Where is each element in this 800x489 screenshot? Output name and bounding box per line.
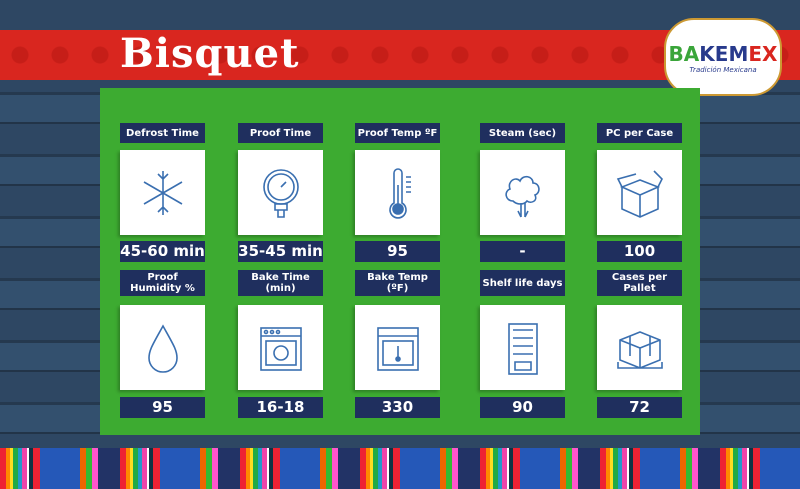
thermometer-icon (388, 167, 411, 219)
spec-label: Steam (sec) (480, 123, 565, 143)
serape-border (0, 448, 800, 489)
spec-value: 95 (355, 241, 440, 262)
spec-icon-box (597, 150, 682, 235)
spec-value: 100 (597, 241, 682, 262)
logo-tagline: Tradición Mexicana (689, 66, 757, 74)
pressure-gauge-icon (262, 168, 299, 218)
spec-label: Defrost Time (120, 123, 205, 143)
spec-value: 95 (120, 397, 205, 418)
spec-label: PC per Case (597, 123, 682, 143)
spec-label: Bake Time (min) (238, 270, 323, 296)
product-title: Bisquet (120, 30, 300, 77)
spec-icon-box (120, 305, 205, 390)
spec-icon-box (480, 150, 565, 235)
vending-shelf-icon (507, 322, 538, 375)
spec-icon-box (120, 150, 205, 235)
spec-value: - (480, 241, 565, 262)
spec-value: 35-45 min (238, 241, 323, 262)
spec-label: Shelf life days (480, 270, 565, 296)
snowflake-icon (143, 170, 182, 215)
spec-label: Bake Temp (ºF) (355, 270, 440, 296)
spec-icon-box (355, 305, 440, 390)
spec-label: Proof Temp ºF (355, 123, 440, 143)
oven-timer-icon (259, 326, 302, 371)
spec-icon-box (597, 305, 682, 390)
spec-value: 72 (597, 397, 682, 418)
spec-value: 90 (480, 397, 565, 418)
spec-icon-box (238, 305, 323, 390)
spec-label: Proof Time (238, 123, 323, 143)
water-drop-icon (147, 323, 178, 373)
spec-icon-box (355, 150, 440, 235)
oven-thermometer-icon (376, 326, 419, 371)
spec-icon-box (238, 150, 323, 235)
spec-value: 330 (355, 397, 440, 418)
spec-icon-box (480, 305, 565, 390)
steam-cloud-icon (504, 175, 540, 217)
spec-label: Cases per Pallet (597, 270, 682, 296)
spec-label: Proof Humidity % (120, 270, 205, 296)
spec-value: 16-18 (238, 397, 323, 418)
open-box-icon (616, 169, 663, 218)
pallet-icon (616, 330, 663, 369)
spec-value: 45-60 min (120, 241, 205, 262)
brand-logo: BAKEMEX Tradición Mexicana (664, 18, 782, 96)
